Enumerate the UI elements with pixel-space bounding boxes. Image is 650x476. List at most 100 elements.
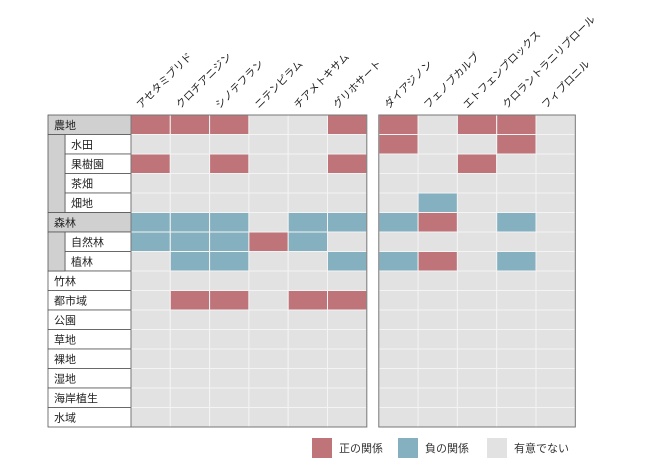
heatmap-cell bbox=[535, 153, 576, 174]
block-outline-right bbox=[378, 114, 576, 428]
heatmap-cell bbox=[456, 309, 498, 330]
heatmap-cell bbox=[169, 407, 211, 428]
heatmap-cell bbox=[496, 134, 537, 155]
heatmap-cell bbox=[378, 348, 419, 369]
heatmap-cell bbox=[130, 387, 171, 408]
heatmap-cell bbox=[287, 114, 329, 135]
heatmap-cell bbox=[327, 134, 368, 155]
heatmap-cell bbox=[496, 251, 537, 272]
heatmap-cell bbox=[496, 192, 537, 213]
heatmap-cell bbox=[169, 368, 211, 389]
heatmap-cell bbox=[456, 270, 498, 291]
heatmap-cell bbox=[496, 309, 537, 330]
heatmap-cell bbox=[209, 173, 250, 194]
heatmap-cell bbox=[417, 134, 458, 155]
heatmap-cell bbox=[169, 114, 211, 135]
heatmap-cell bbox=[209, 251, 250, 272]
heatmap-cell bbox=[248, 251, 289, 272]
heatmap-cell bbox=[496, 348, 537, 369]
heatmap-cell bbox=[248, 173, 289, 194]
heatmap-cell bbox=[327, 387, 368, 408]
row-label: 森林 bbox=[54, 215, 76, 229]
heatmap-cell bbox=[287, 407, 329, 428]
heatmap-cell bbox=[378, 329, 419, 350]
heatmap-cell bbox=[287, 134, 329, 155]
heatmap-cell bbox=[535, 231, 576, 252]
heatmap-cell bbox=[130, 231, 171, 252]
heatmap-cell bbox=[535, 251, 576, 272]
heatmap-cell bbox=[287, 290, 329, 311]
heatmap-cell bbox=[287, 173, 329, 194]
heatmap-cell bbox=[327, 290, 368, 311]
heatmap-cell bbox=[130, 153, 171, 174]
heatmap-cell bbox=[248, 270, 289, 291]
heatmap-cell bbox=[130, 173, 171, 194]
heatmap-cell bbox=[327, 348, 368, 369]
heatmap-cell bbox=[248, 153, 289, 174]
heatmap-cell bbox=[378, 212, 419, 233]
heatmap-cell bbox=[496, 114, 537, 135]
heatmap-cell bbox=[378, 192, 419, 213]
heatmap-cell bbox=[417, 192, 458, 213]
row-label: 都市域 bbox=[54, 293, 87, 307]
heatmap-cell bbox=[456, 153, 498, 174]
heatmap-cell bbox=[169, 309, 211, 330]
heatmap-cell bbox=[209, 309, 250, 330]
heatmap-cell bbox=[248, 231, 289, 252]
row-label: 茶畑 bbox=[71, 177, 93, 190]
heatmap-cell bbox=[130, 290, 171, 311]
heatmap-cell bbox=[287, 231, 329, 252]
heatmap-cell bbox=[456, 407, 498, 428]
heatmap-cell bbox=[496, 212, 537, 233]
heatmap-cell bbox=[209, 407, 250, 428]
heatmap-cell bbox=[209, 329, 250, 350]
heatmap-cell bbox=[130, 192, 171, 213]
heatmap-cell bbox=[209, 134, 250, 155]
row-label: 果樹園 bbox=[71, 158, 104, 171]
heatmap-cell bbox=[287, 153, 329, 174]
heatmap-cell bbox=[287, 387, 329, 408]
heatmap-cell bbox=[378, 309, 419, 330]
row-label: 竹林 bbox=[54, 274, 76, 288]
heatmap-cell bbox=[169, 134, 211, 155]
heatmap-cell bbox=[209, 212, 250, 233]
heatmap-cell bbox=[209, 192, 250, 213]
heatmap-cell bbox=[535, 290, 576, 311]
heatmap-cell bbox=[287, 212, 329, 233]
heatmap-cell bbox=[456, 329, 498, 350]
heatmap-cell bbox=[456, 231, 498, 252]
heatmap-cell bbox=[456, 387, 498, 408]
heatmap-cell bbox=[496, 231, 537, 252]
heatmap-cell bbox=[130, 348, 171, 369]
column-label: エトフェンプロックス bbox=[461, 29, 543, 111]
legend-label: 正の関係 bbox=[339, 442, 383, 455]
heatmap-cell bbox=[248, 407, 289, 428]
legend-label: 有意でない bbox=[514, 441, 569, 455]
heatmap-cell bbox=[535, 329, 576, 350]
heatmap-cell bbox=[417, 153, 458, 174]
row-label: 海岸植生 bbox=[54, 391, 98, 405]
heatmap-cell bbox=[209, 348, 250, 369]
heatmap-cell bbox=[248, 192, 289, 213]
heatmap-cell bbox=[456, 251, 498, 272]
legend-swatch bbox=[312, 438, 332, 458]
heatmap-cell bbox=[209, 231, 250, 252]
heatmap-cell bbox=[535, 407, 576, 428]
heatmap-cell bbox=[209, 290, 250, 311]
heatmap-cell bbox=[327, 173, 368, 194]
heatmap-cell bbox=[327, 231, 368, 252]
heatmap-cell bbox=[417, 270, 458, 291]
heatmap-cell bbox=[209, 153, 250, 174]
heatmap-cell bbox=[327, 309, 368, 330]
heatmap-cell bbox=[169, 290, 211, 311]
heatmap-cell bbox=[248, 329, 289, 350]
heatmap-cell bbox=[130, 309, 171, 330]
heatmap-cell bbox=[417, 368, 458, 389]
heatmap-cell bbox=[456, 173, 498, 194]
heatmap-cell bbox=[130, 368, 171, 389]
heatmap-cell bbox=[535, 114, 576, 135]
heatmap-cell bbox=[535, 192, 576, 213]
heatmap-cell bbox=[417, 173, 458, 194]
heatmap-cell bbox=[417, 114, 458, 135]
heatmap-cell bbox=[496, 387, 537, 408]
